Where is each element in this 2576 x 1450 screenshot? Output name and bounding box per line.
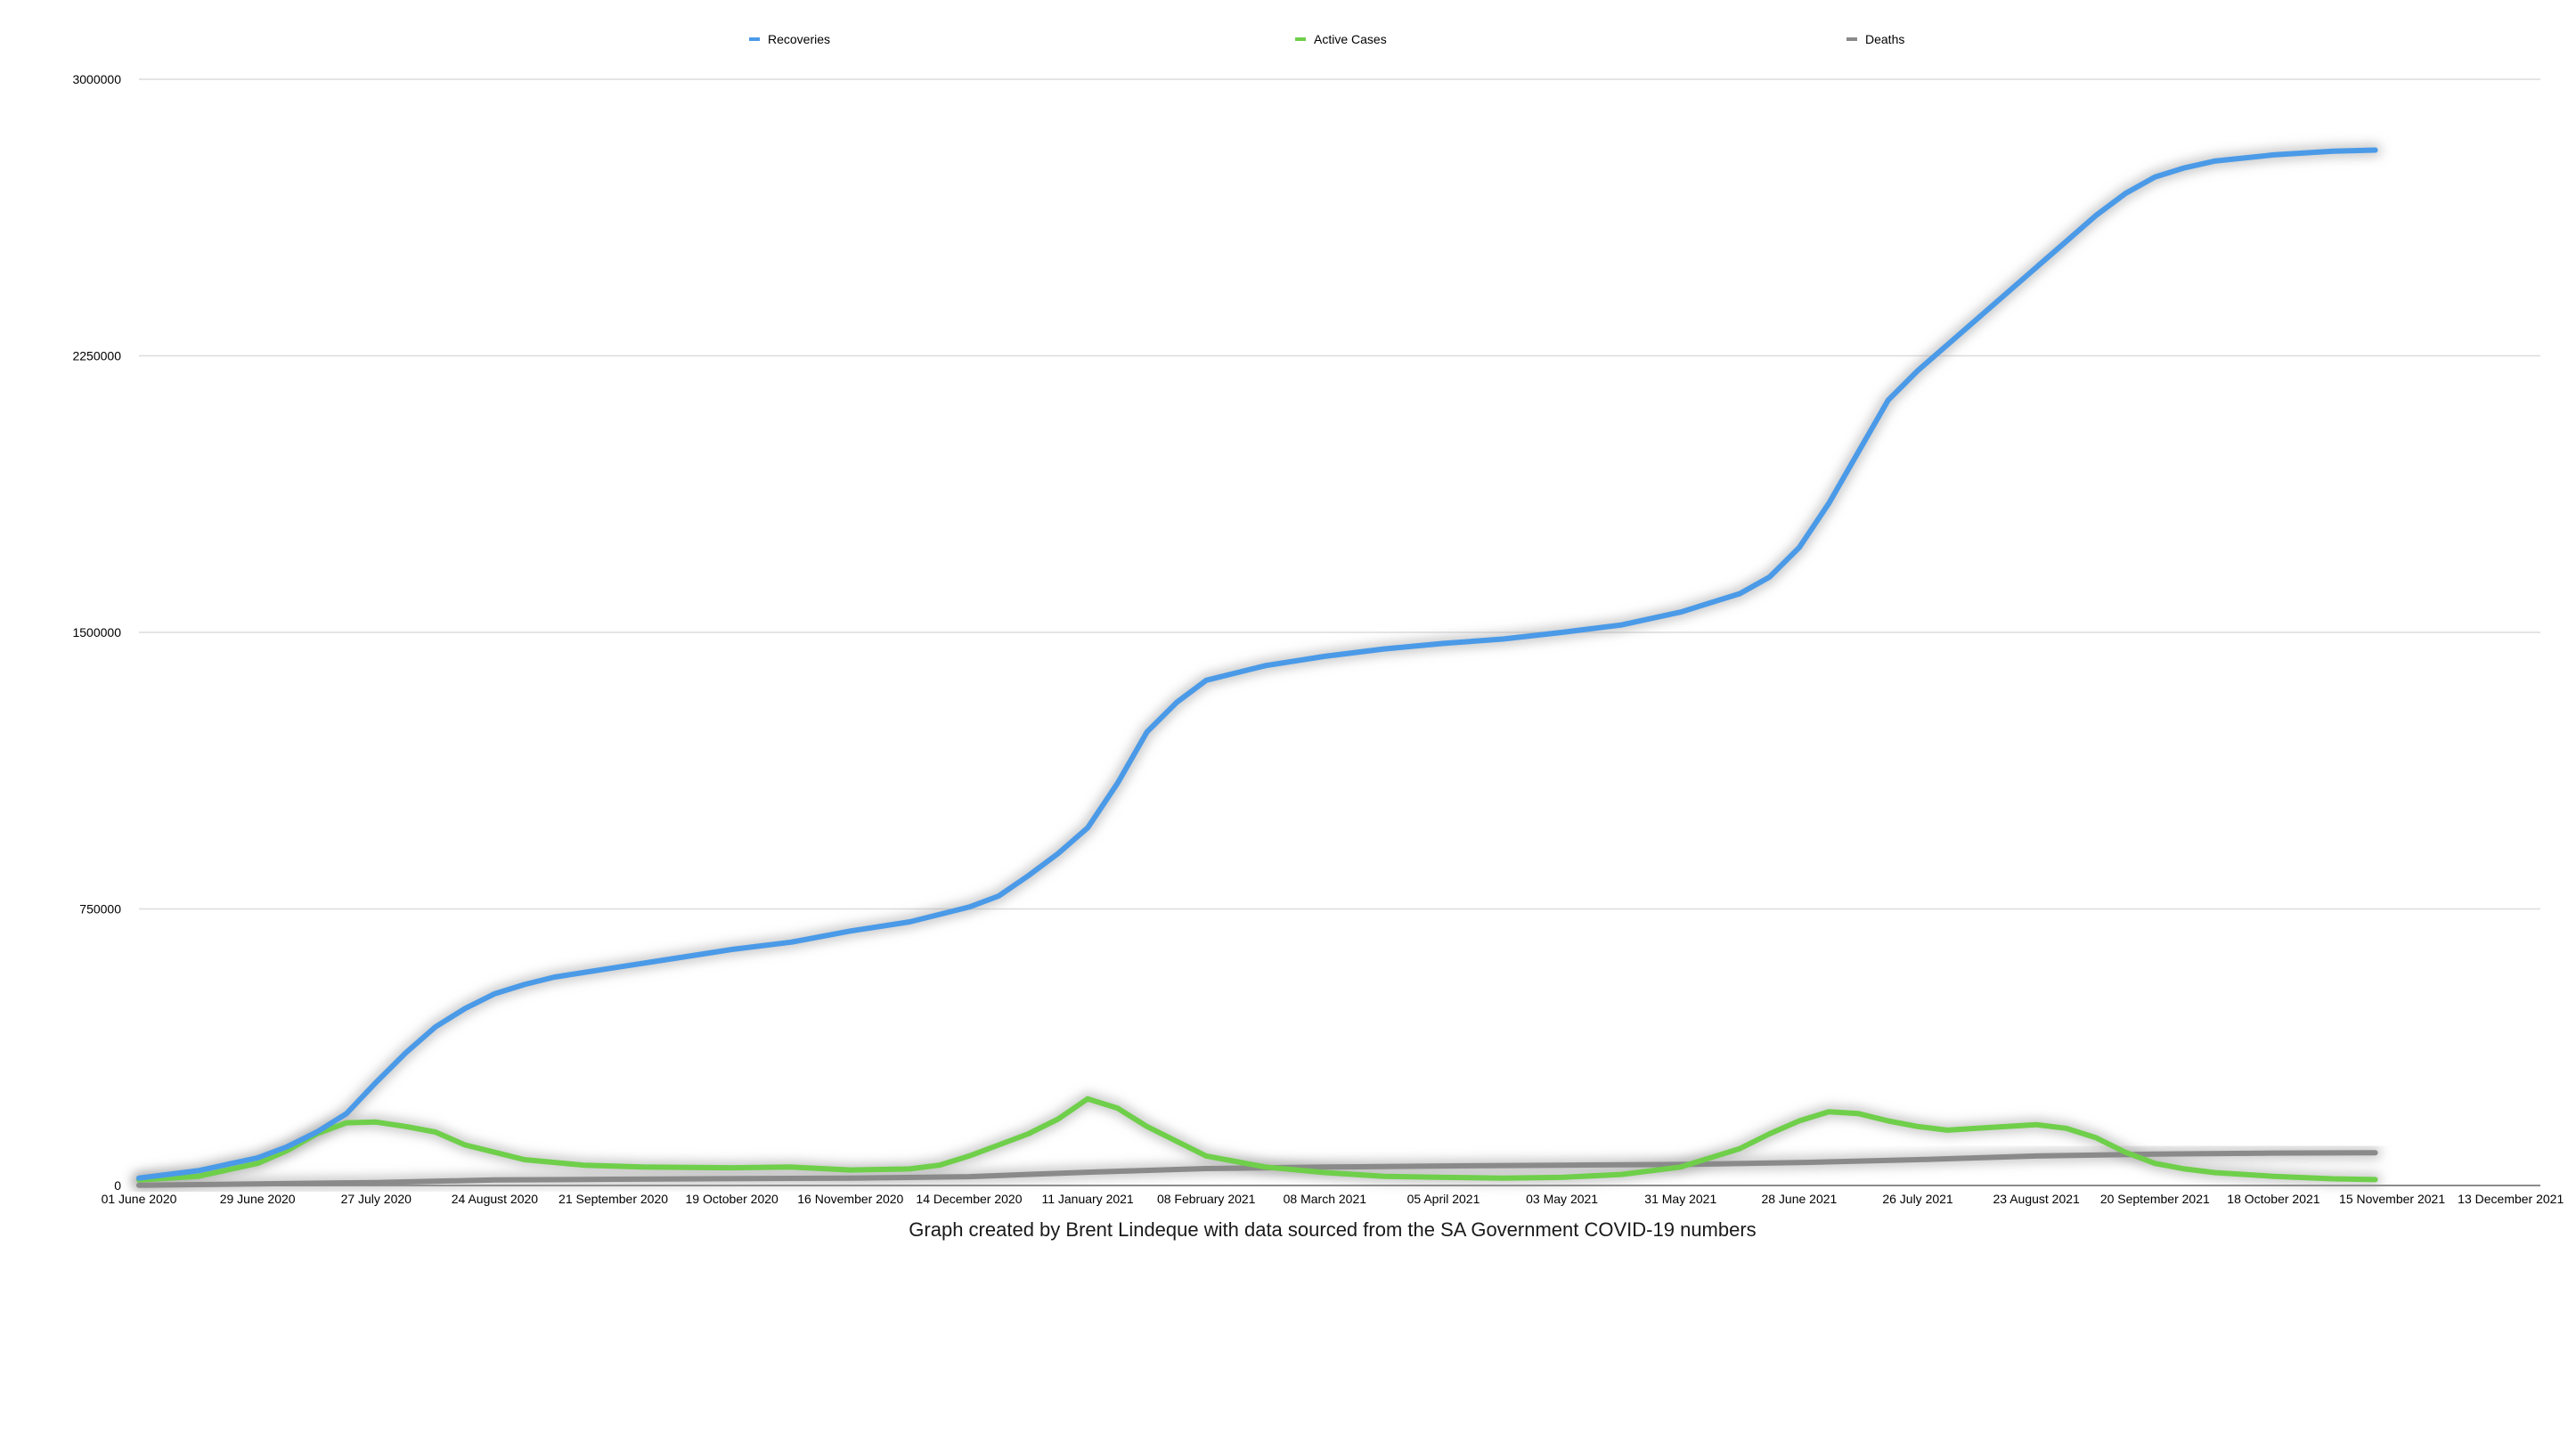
y-tick-label: 1500000 [72, 625, 121, 639]
x-axis-ticks: 01 June 2020 29 June 2020 27 July 2020 24 A… [102, 1192, 2564, 1206]
x-tick-label: 08 March 2021 [1284, 1192, 1367, 1206]
chart-caption: Graph created by Brent Lindeque with dat… [909, 1218, 1756, 1241]
legend-label-recoveries: Recoveries [768, 32, 830, 46]
x-tick-label: 14 December 2020 [916, 1192, 1022, 1206]
x-tick-label: 29 June 2020 [220, 1192, 296, 1206]
x-tick-label: 18 October 2021 [2227, 1192, 2320, 1206]
y-tick-label: 750000 [79, 902, 121, 916]
x-tick-label: 27 July 2020 [341, 1192, 412, 1206]
x-tick-label: 08 February 2021 [1157, 1192, 1256, 1206]
legend-label-active-cases: Active Cases [1314, 32, 1387, 46]
y-tick-label: 0 [114, 1178, 121, 1193]
legend: Recoveries Active Cases Deaths [749, 32, 1904, 46]
x-tick-label: 05 April 2021 [1407, 1192, 1480, 1206]
x-tick-label: 16 November 2020 [797, 1192, 903, 1206]
legend-label-deaths: Deaths [1865, 32, 1904, 46]
x-tick-label: 28 June 2021 [1761, 1192, 1837, 1206]
legend-item-deaths: Deaths [1846, 32, 1904, 46]
x-tick-label: 23 August 2021 [1993, 1192, 2081, 1206]
x-tick-label: 15 November 2021 [2339, 1192, 2445, 1206]
gridlines [139, 78, 2540, 910]
x-tick-label: 26 July 2021 [1882, 1192, 1953, 1206]
legend-item-recoveries: Recoveries [749, 32, 830, 46]
x-tick-label: 21 September 2020 [558, 1192, 668, 1206]
series-line-recoveries [136, 147, 2378, 1181]
legend-item-active-cases: Active Cases [1295, 32, 1387, 46]
x-tick-label: 11 January 2021 [1041, 1192, 1133, 1206]
x-tick-label: 03 May 2021 [1526, 1192, 1598, 1206]
x-tick-label: 13 December 2021 [2458, 1192, 2564, 1206]
y-axis-ticks: 0 750000 1500000 2250000 3000000 [72, 72, 121, 1193]
series-line-active-cases [136, 1096, 2378, 1183]
x-tick-label: 01 June 2020 [102, 1192, 177, 1206]
series-lines [133, 143, 2382, 1192]
x-tick-label: 24 August 2020 [452, 1192, 539, 1206]
x-tick-label: 31 May 2021 [1644, 1192, 1716, 1206]
x-tick-label: 19 October 2020 [686, 1192, 779, 1206]
series-line-deaths [136, 1150, 2378, 1188]
x-tick-label: 20 September 2021 [2100, 1192, 2210, 1206]
series-shadow-recoveries [133, 143, 2382, 1185]
y-tick-label: 3000000 [72, 72, 121, 86]
y-tick-label: 2250000 [72, 349, 121, 363]
